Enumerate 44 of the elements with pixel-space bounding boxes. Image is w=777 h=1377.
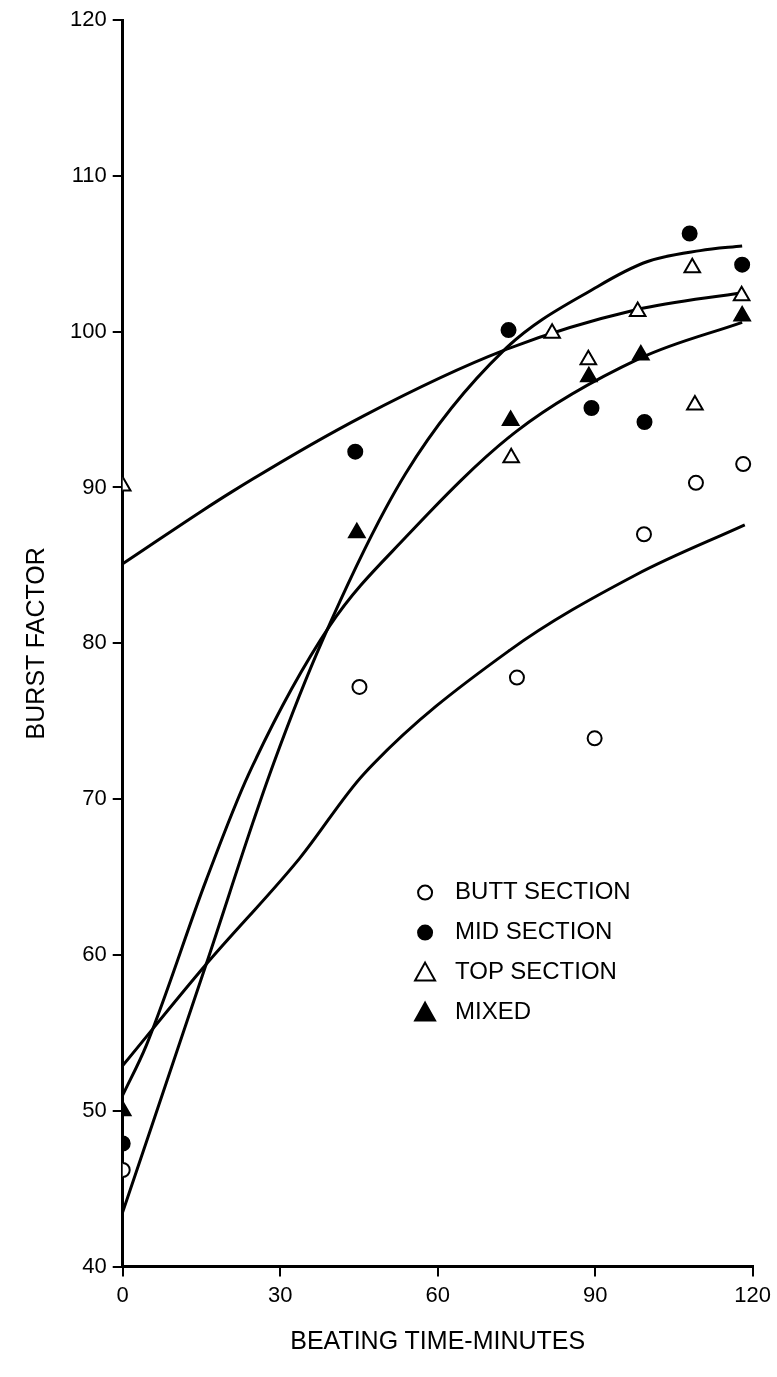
point <box>500 322 517 339</box>
point <box>586 730 603 747</box>
legend-label: MIXED <box>455 997 532 1025</box>
y-tick-label: 70 <box>82 785 107 811</box>
point <box>733 306 751 322</box>
y-tick-label: 100 <box>69 317 107 343</box>
point <box>732 285 751 302</box>
point <box>351 678 368 695</box>
x-tick-label: 120 <box>734 1281 772 1307</box>
legend-label: MID SECTION <box>455 917 613 945</box>
x-axis-title: BEATING TIME-MINUTES <box>290 1325 586 1354</box>
point <box>683 257 702 274</box>
y-tick-label: 40 <box>82 1252 107 1278</box>
y-tick-label: 80 <box>82 629 107 655</box>
point <box>636 414 653 431</box>
point <box>681 225 698 242</box>
point <box>543 323 561 339</box>
y-tick-label: 90 <box>82 473 107 499</box>
point <box>579 349 598 366</box>
point <box>632 345 650 361</box>
point <box>687 474 704 491</box>
point <box>501 410 520 426</box>
point <box>735 456 752 473</box>
x-tick-label: 60 <box>425 1281 450 1307</box>
point <box>580 366 598 383</box>
legend-label: TOP SECTION <box>455 957 617 985</box>
legend-label: BUTT SECTION <box>455 877 631 905</box>
y-tick-label: 60 <box>82 941 107 967</box>
point <box>635 526 652 543</box>
point <box>583 400 600 416</box>
point <box>502 447 520 464</box>
y-tick-label: 110 <box>71 161 107 187</box>
point <box>508 669 525 686</box>
point <box>686 394 704 411</box>
point <box>348 522 366 539</box>
y-tick-label: 120 <box>69 6 107 32</box>
x-tick-label: 0 <box>116 1281 129 1307</box>
x-tick-label: 30 <box>267 1281 293 1307</box>
point <box>628 301 647 317</box>
point <box>734 256 751 273</box>
point <box>347 443 364 460</box>
y-axis-title: BURST FACTOR <box>20 547 49 740</box>
x-tick-label: 90 <box>582 1281 608 1307</box>
y-tick-label: 50 <box>82 1096 107 1122</box>
